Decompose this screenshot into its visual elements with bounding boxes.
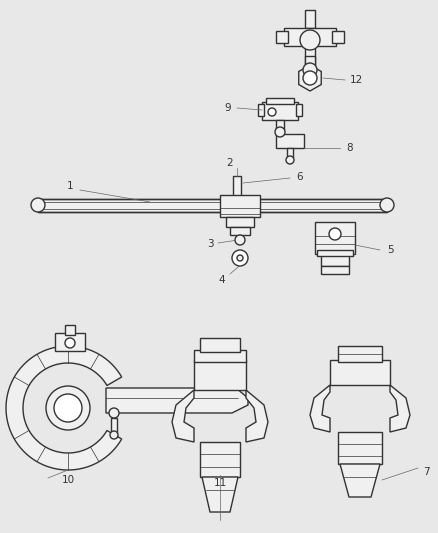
Text: 3: 3 — [207, 239, 213, 249]
Text: 10: 10 — [61, 475, 74, 485]
Circle shape — [110, 431, 118, 439]
Polygon shape — [246, 390, 268, 442]
Circle shape — [380, 198, 394, 212]
Polygon shape — [310, 385, 330, 432]
Circle shape — [31, 198, 45, 212]
Text: 9: 9 — [225, 103, 231, 113]
Polygon shape — [6, 346, 122, 470]
Bar — [200, 442, 240, 477]
Text: 2: 2 — [227, 158, 233, 168]
Polygon shape — [202, 477, 238, 512]
Bar — [220, 195, 260, 217]
Text: 6: 6 — [297, 172, 303, 182]
Bar — [276, 134, 304, 148]
Circle shape — [235, 235, 245, 245]
Bar — [194, 350, 246, 362]
Bar — [233, 176, 241, 196]
Bar — [321, 254, 349, 266]
Bar — [230, 227, 250, 235]
Circle shape — [54, 394, 82, 422]
Circle shape — [303, 71, 317, 85]
Bar — [338, 346, 382, 362]
Bar — [305, 56, 315, 68]
Polygon shape — [106, 388, 248, 413]
Text: 11: 11 — [213, 478, 226, 488]
Bar — [287, 148, 293, 158]
Bar — [338, 432, 382, 464]
Circle shape — [268, 108, 276, 116]
Bar — [258, 104, 264, 116]
Bar — [262, 102, 298, 120]
Bar — [284, 28, 336, 46]
Bar — [305, 46, 315, 64]
Bar — [65, 325, 75, 335]
Circle shape — [46, 386, 90, 430]
Text: 7: 7 — [423, 467, 429, 477]
Bar — [276, 31, 288, 43]
Polygon shape — [390, 385, 410, 432]
Bar — [332, 31, 344, 43]
Circle shape — [237, 255, 243, 261]
Bar — [266, 98, 294, 104]
Circle shape — [109, 408, 119, 418]
Bar — [226, 217, 254, 227]
Text: 1: 1 — [67, 181, 73, 191]
Bar — [55, 333, 85, 351]
Bar — [330, 360, 390, 385]
Bar — [38, 199, 387, 212]
Text: 4: 4 — [219, 275, 225, 285]
Bar — [200, 338, 240, 352]
Text: 12: 12 — [350, 75, 363, 85]
Circle shape — [286, 156, 294, 164]
Polygon shape — [340, 464, 380, 497]
Bar — [321, 266, 349, 274]
Polygon shape — [299, 65, 321, 91]
Circle shape — [329, 228, 341, 240]
Bar — [296, 104, 302, 116]
Polygon shape — [172, 390, 194, 442]
Bar — [317, 250, 353, 256]
Circle shape — [65, 338, 75, 348]
Bar — [305, 10, 315, 28]
Text: 8: 8 — [347, 143, 353, 153]
Bar — [111, 418, 117, 433]
Circle shape — [232, 250, 248, 266]
Circle shape — [303, 63, 317, 77]
Bar — [194, 360, 246, 390]
Bar — [276, 120, 284, 130]
Circle shape — [275, 127, 285, 137]
Circle shape — [300, 30, 320, 50]
Bar — [315, 222, 355, 254]
Text: 5: 5 — [387, 245, 393, 255]
